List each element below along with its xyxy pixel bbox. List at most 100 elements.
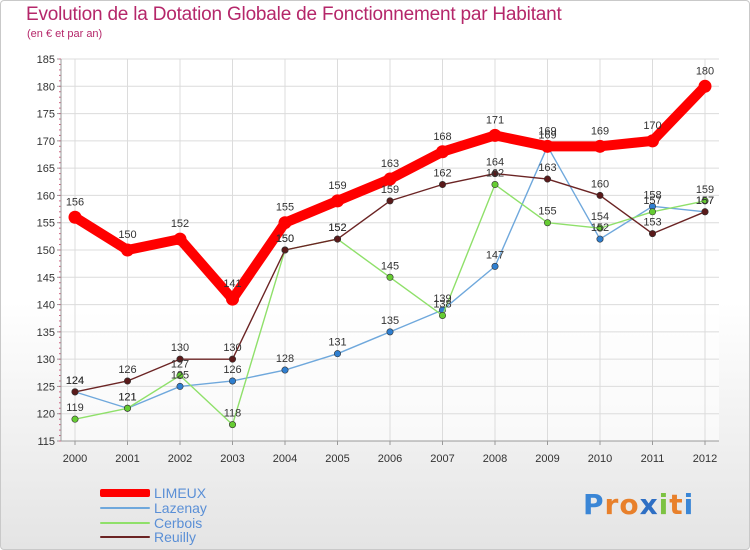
y-tick-label: 165 xyxy=(37,163,55,175)
data-label-cerbois: 152 xyxy=(328,222,346,234)
data-point-limeux xyxy=(383,172,397,186)
data-point-reuilly xyxy=(701,208,709,216)
data-label-cerbois: 121 xyxy=(118,391,136,403)
data-label-reuilly: 130 xyxy=(223,342,241,354)
data-point-lazenay xyxy=(333,350,341,358)
legend-item-cerbois: Cerbois xyxy=(100,515,203,531)
x-tick-label: 2006 xyxy=(378,453,402,465)
data-label-limeux: 168 xyxy=(433,131,451,143)
data-point-lazenay xyxy=(281,366,289,374)
legend-swatch-reuilly xyxy=(100,536,150,538)
data-label-limeux: 169 xyxy=(538,125,556,137)
data-label-cerbois: 127 xyxy=(171,359,189,371)
x-tick-label: 2012 xyxy=(693,453,717,465)
y-tick-label: 130 xyxy=(37,354,55,366)
logo-letter: i xyxy=(658,488,670,521)
logo-letter: t xyxy=(669,488,684,521)
data-point-limeux xyxy=(68,210,82,224)
data-point-reuilly xyxy=(648,230,656,238)
legend-item-limeux: LIMEUX xyxy=(100,485,207,501)
data-point-cerbois xyxy=(438,311,446,319)
data-point-limeux xyxy=(593,139,607,153)
y-tick-label: 145 xyxy=(37,272,55,284)
data-point-reuilly xyxy=(229,355,237,363)
y-tick-label: 135 xyxy=(37,327,55,339)
data-point-reuilly xyxy=(491,170,499,178)
data-label-limeux: 170 xyxy=(643,120,661,132)
data-label-reuilly: 164 xyxy=(486,157,504,169)
chart-subtitle: (en € et par an) xyxy=(27,28,103,40)
data-point-cerbois xyxy=(386,273,394,281)
data-label-limeux: 169 xyxy=(591,125,609,137)
data-label-reuilly: 152 xyxy=(328,222,346,234)
data-label-limeux: 152 xyxy=(171,218,189,230)
data-point-reuilly xyxy=(543,175,551,183)
data-label-lazenay: 125 xyxy=(171,369,189,381)
data-point-cerbois xyxy=(648,208,656,216)
data-label-cerbois: 118 xyxy=(224,408,242,420)
data-point-reuilly xyxy=(596,191,604,199)
data-point-cerbois xyxy=(543,219,551,227)
data-point-lazenay xyxy=(491,262,499,270)
x-tick-label: 2011 xyxy=(641,453,665,465)
data-label-lazenay: 147 xyxy=(486,249,504,261)
data-label-reuilly: 159 xyxy=(381,184,399,196)
legend-item-lazenay: Lazenay xyxy=(100,500,207,516)
data-label-reuilly: 153 xyxy=(643,217,661,229)
data-point-reuilly xyxy=(71,388,79,396)
data-point-cerbois xyxy=(229,421,237,429)
y-tick-label: 140 xyxy=(37,300,55,312)
y-tick-label: 170 xyxy=(37,136,55,148)
data-label-cerbois: 155 xyxy=(538,206,556,218)
data-point-lazenay xyxy=(229,377,237,385)
data-label-limeux: 171 xyxy=(486,114,504,126)
data-point-reuilly xyxy=(386,197,394,205)
data-label-limeux: 141 xyxy=(223,278,241,290)
data-point-cerbois xyxy=(701,197,709,205)
data-label-cerbois: 159 xyxy=(696,184,714,196)
data-label-lazenay: 139 xyxy=(433,293,451,305)
data-point-reuilly xyxy=(124,377,132,385)
data-label-cerbois: 145 xyxy=(381,260,399,272)
data-label-reuilly: 130 xyxy=(171,342,189,354)
data-label-reuilly: 126 xyxy=(118,364,136,376)
x-tick-label: 2003 xyxy=(220,453,244,465)
y-tick-label: 155 xyxy=(37,218,55,230)
data-point-reuilly xyxy=(176,355,184,363)
data-point-lazenay xyxy=(176,382,184,390)
legend-label-cerbois: Cerbois xyxy=(154,515,203,531)
data-label-lazenay: 126 xyxy=(223,364,241,376)
legend-swatch-limeux xyxy=(100,489,150,497)
data-label-lazenay: 131 xyxy=(328,337,346,349)
data-point-limeux xyxy=(278,216,292,230)
y-tick-label: 115 xyxy=(37,436,55,448)
logo-letter: x xyxy=(639,488,659,521)
logo-letter: i xyxy=(683,488,695,521)
legend-label-reuilly: Reuilly xyxy=(154,529,197,545)
data-label-lazenay: 128 xyxy=(276,353,294,365)
data-label-cerbois: 154 xyxy=(591,211,609,223)
legend-swatch-lazenay xyxy=(100,507,150,509)
data-point-limeux xyxy=(173,232,187,246)
data-point-cerbois xyxy=(71,415,79,423)
data-point-limeux xyxy=(121,243,134,257)
legend-swatch-cerbois xyxy=(100,522,150,524)
data-label-reuilly: 157 xyxy=(696,195,714,207)
data-label-lazenay: 169 xyxy=(538,129,556,141)
y-tick-label: 125 xyxy=(37,381,55,393)
data-label-reuilly: 162 xyxy=(433,168,451,180)
x-tick-label: 2008 xyxy=(483,453,507,465)
legend-label-limeux: LIMEUX xyxy=(154,485,207,501)
data-label-reuilly: 124 xyxy=(66,375,84,387)
y-tick-label: 160 xyxy=(37,190,55,202)
grid-lines xyxy=(61,58,719,442)
data-label-lazenay: 157 xyxy=(696,195,714,207)
proxiti-logo: Proxiti xyxy=(583,488,694,521)
data-point-limeux xyxy=(541,139,554,153)
data-point-cerbois xyxy=(124,404,132,412)
data-point-limeux xyxy=(488,128,502,142)
x-tick-label: 2009 xyxy=(535,453,559,465)
data-label-limeux: 156 xyxy=(66,196,84,208)
